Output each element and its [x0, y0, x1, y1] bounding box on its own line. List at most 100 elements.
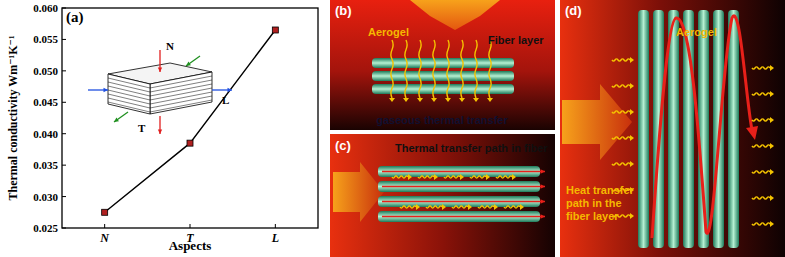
label: Thermal transfer path in fiber — [395, 142, 549, 154]
y-tick-label: 0.050 — [33, 65, 58, 77]
x-tick — [275, 224, 276, 228]
heat-squiggle-head — [442, 204, 446, 210]
layer-line — [108, 78, 150, 88]
y-tick-label: 0.025 — [33, 222, 58, 234]
layer-line — [108, 94, 150, 104]
heat-squiggle — [752, 93, 770, 95]
heat-squiggle-head — [770, 143, 774, 149]
x-tick — [104, 224, 105, 228]
heat-squiggle-head — [487, 98, 493, 102]
heat-squiggle-head — [460, 174, 464, 180]
heat-squiggle — [426, 206, 442, 208]
plot-data — [102, 27, 279, 215]
panel-label: (d) — [565, 3, 582, 18]
figure: 0.0250.0300.0350.0400.0450.0500.0550.060… — [0, 0, 785, 257]
heat-squiggle-head — [431, 98, 437, 102]
panel-label: (b) — [335, 3, 352, 18]
heat-squiggle — [496, 176, 512, 178]
heat-squiggle — [444, 176, 460, 178]
arrow-shaft — [382, 186, 545, 187]
y-tick — [62, 228, 66, 229]
heat-squiggle — [391, 40, 393, 98]
heat-squiggle-head — [486, 174, 490, 180]
heat-squiggle-head — [770, 91, 774, 97]
heat-squiggle — [752, 171, 770, 173]
heat-squiggle-head — [434, 174, 438, 180]
heat-squiggle — [419, 40, 421, 98]
heat-squiggle-head — [445, 98, 451, 102]
fiber — [728, 10, 739, 248]
arrow-shaft — [382, 216, 545, 217]
label: Aerogel — [676, 26, 717, 38]
layer-line — [108, 82, 150, 92]
heat-squiggle — [475, 40, 477, 98]
heat-squiggle-head — [408, 174, 412, 180]
arrow-head — [186, 62, 191, 66]
label: Aerogel — [368, 26, 409, 38]
arrow-head — [158, 129, 162, 134]
y-tick-label: 0.035 — [33, 159, 58, 171]
heat-squiggle — [752, 119, 770, 121]
x-tick-label: N — [99, 231, 110, 245]
cube-side — [108, 74, 150, 114]
y-tick-label: 0.060 — [33, 2, 58, 14]
heat-squiggle-head — [770, 221, 774, 227]
heat-squiggle — [392, 176, 408, 178]
background — [560, 0, 785, 257]
heat-squiggle — [752, 145, 770, 147]
heat-squiggle — [752, 67, 770, 69]
arrow-shaft — [114, 112, 128, 122]
y-tick — [62, 165, 66, 166]
arrow-head — [540, 184, 545, 188]
arrow-shaft — [382, 201, 545, 202]
arrow-head — [540, 199, 545, 203]
panel-b: (b)AerogelFiber layergaseous thermal tra… — [330, 0, 555, 130]
heat-squiggle-head — [770, 117, 774, 123]
heat-squiggle — [447, 40, 449, 98]
heat-path-head — [746, 126, 758, 140]
heat-arrow — [333, 162, 384, 222]
layer-line — [108, 102, 150, 112]
heat-squiggle — [752, 223, 770, 225]
y-tick-label: 0.055 — [33, 33, 58, 45]
inset-label: L — [222, 94, 229, 106]
heat-squiggle-head — [459, 98, 465, 102]
layer-line — [108, 90, 150, 100]
fiber — [638, 10, 649, 248]
heat-squiggle — [612, 137, 630, 139]
heat-squiggle — [612, 59, 630, 61]
heat-squiggle — [612, 163, 630, 165]
arrow-head — [227, 88, 232, 92]
data-marker — [272, 27, 278, 33]
heat-squiggle — [461, 40, 463, 98]
layer-line — [108, 86, 150, 96]
plot-frame — [62, 8, 318, 228]
heat-squiggle — [489, 40, 491, 98]
x-tick — [190, 224, 191, 228]
heat-squiggle-head — [512, 174, 516, 180]
heat-squiggle — [470, 176, 486, 178]
y-axis-title: Thermal conductivity Wm⁻¹K⁻¹ — [6, 35, 20, 200]
heat-squiggle-head — [630, 161, 634, 167]
layer-line — [150, 100, 212, 112]
heat-squiggle-head — [468, 204, 472, 210]
label: fiber layer — [566, 210, 619, 222]
y-tick — [62, 70, 66, 71]
arrow-head — [103, 88, 108, 92]
heat-squiggle-head — [417, 98, 423, 102]
y-tick — [62, 196, 66, 197]
label: path in the — [566, 197, 622, 209]
heat-squiggle — [452, 206, 468, 208]
layer-line — [108, 98, 150, 108]
arrow-shaft — [186, 56, 200, 66]
label: Heat transfer — [566, 184, 635, 196]
y-tick — [62, 133, 66, 134]
fiber — [372, 71, 514, 81]
background — [330, 134, 555, 257]
canvas: 0.0250.0300.0350.0400.0450.0500.0550.060… — [0, 0, 785, 257]
data-line — [105, 30, 276, 212]
x-axis-title: Aspects — [169, 238, 212, 253]
y-tick-label: 0.040 — [33, 128, 58, 140]
heat-squiggle — [612, 85, 630, 87]
heat-squiggle — [400, 206, 416, 208]
